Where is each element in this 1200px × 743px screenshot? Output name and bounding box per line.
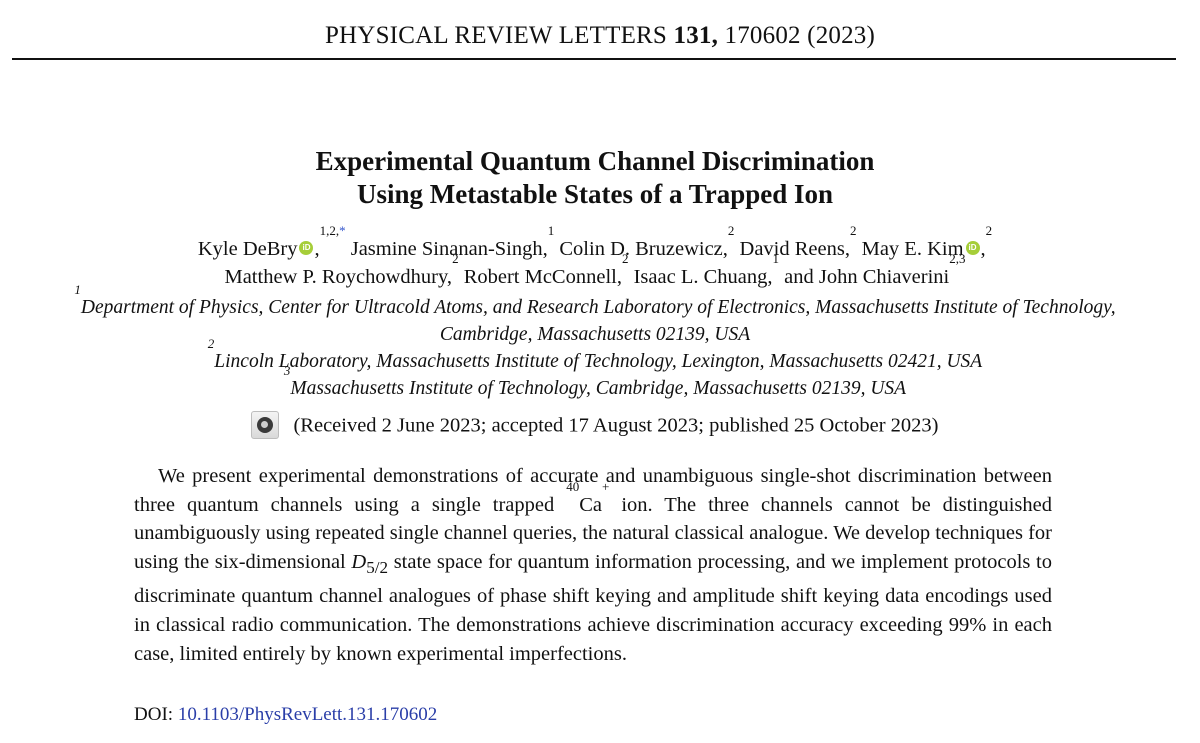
affiliation-text: Department of Physics, Center for Ultrac… — [80, 297, 1116, 318]
author-name[interactable]: Colin D. Bruzewicz, — [559, 238, 728, 260]
abstract: We present experimental demonstrations o… — [134, 462, 1052, 668]
orcid-icon[interactable]: iD — [299, 241, 314, 256]
publication-dates: (Received 2 June 2023; accepted 17 Augus… — [0, 411, 1190, 441]
journal-name: PHYSICAL REVIEW LETTERS — [324, 22, 668, 49]
author-affiliation: 2 — [727, 223, 735, 238]
author-affiliation: 2 — [621, 251, 629, 266]
article-number-year: 170602 (2023) — [724, 22, 876, 49]
author-name[interactable]: David Reens, — [739, 238, 850, 260]
author-name[interactable]: May E. Kim — [861, 238, 964, 260]
journal-header: PHYSICAL REVIEW LETTERS 131, 170602 (202… — [0, 22, 1200, 50]
author-name[interactable]: Kyle DeBry — [197, 238, 298, 260]
author: Kyle DeBry iD ,1,2,* — [197, 223, 346, 260]
affiliation-number: 2 — [207, 336, 215, 351]
author-name[interactable]: Matthew P. Roychowdhury, — [224, 266, 453, 288]
author: David Reens,2 — [739, 224, 857, 260]
author: Matthew P. Roychowdhury,2 — [224, 252, 458, 288]
orcid-icon[interactable]: iD — [965, 241, 980, 256]
author-affiliation: 2 — [452, 251, 459, 266]
author-affiliation: 2 — [849, 223, 857, 238]
header-rule — [12, 58, 1176, 60]
author-name[interactable]: Jasmine Sinanan-Singh, — [350, 238, 548, 260]
title-line-2: Using Metastable States of a Trapped Ion — [356, 179, 834, 209]
author: May E. Kim iD ,2 — [861, 223, 993, 260]
author-name[interactable]: Robert McConnell, — [463, 266, 622, 288]
author-affiliation: 2 — [985, 223, 993, 238]
author-line-2: Matthew P. Roychowdhury,2 Robert McConne… — [0, 252, 1190, 291]
author-affiliation: 2,3 — [949, 251, 966, 266]
affiliation-continued: Cambridge, Massachusetts 02139, USA — [0, 321, 1190, 348]
affiliation-text: Cambridge, Massachusetts 02139, USA — [439, 324, 751, 345]
affiliation: 2Lincoln Laboratory, Massachusetts Insti… — [0, 337, 1190, 375]
dates-text: (Received 2 June 2023; accepted 17 Augus… — [293, 414, 939, 437]
author-affiliation: 1 — [547, 223, 555, 238]
author-name[interactable]: Isaac L. Chuang, — [633, 266, 773, 288]
author-affiliation: 1 — [772, 251, 780, 266]
affiliation-number: 1 — [74, 282, 81, 297]
doi-label: DOI: — [134, 704, 174, 725]
author: Jasmine Sinanan-Singh,1 — [350, 224, 555, 260]
author: Isaac L. Chuang,1 — [633, 252, 779, 288]
author-affiliation: 1,2, — [319, 223, 340, 238]
author: and John Chiaverini2,3 — [784, 252, 965, 288]
author-list: Kyle DeBry iD ,1,2,* Jasmine Sinanan-Singh… — [0, 223, 1190, 291]
corresponding-author-mark[interactable]: * — [339, 223, 346, 238]
ion-mass-number: 40 — [566, 478, 580, 494]
doi: DOI: 10.1103/PhysRevLett.131.170602 — [134, 704, 437, 726]
affiliation-number: 3 — [283, 363, 291, 378]
ion-charge: + — [602, 478, 610, 494]
author-name[interactable]: and John Chiaverini — [784, 266, 950, 288]
affiliation-list: 1Department of Physics, Center for Ultra… — [0, 283, 1190, 402]
paper-title: Experimental Quantum Channel Discriminat… — [0, 145, 1190, 211]
abstract-text: We present experimental demonstrations o… — [134, 465, 1052, 516]
doi-link[interactable]: 10.1103/PhysRevLett.131.170602 — [177, 704, 438, 725]
state-subscript: 5/2 — [366, 557, 389, 577]
author: Robert McConnell,2 — [463, 252, 629, 288]
abstract-text: ion. The three channels cannot be distin… — [134, 493, 1053, 573]
author-line-1: Kyle DeBry iD ,1,2,* Jasmine Sinanan-Singh… — [0, 223, 1190, 263]
ion-symbol: Ca — [579, 493, 602, 516]
crossmark-icon[interactable] — [251, 411, 280, 439]
affiliation-text: Lincoln Laboratory, Massachusetts Instit… — [214, 351, 983, 372]
abstract-text: state space for quantum information proc… — [134, 550, 1052, 665]
journal-volume: 131, — [673, 22, 719, 49]
affiliation-text: Massachusetts Institute of Technology, C… — [290, 378, 907, 399]
author: Colin D. Bruzewicz,2 — [559, 224, 734, 260]
state-symbol: D — [351, 550, 367, 573]
affiliation: 3Massachusetts Institute of Technology, … — [0, 364, 1190, 402]
affiliation: 1Department of Physics, Center for Ultra… — [0, 283, 1190, 321]
title-line-1: Experimental Quantum Channel Discriminat… — [315, 146, 875, 176]
